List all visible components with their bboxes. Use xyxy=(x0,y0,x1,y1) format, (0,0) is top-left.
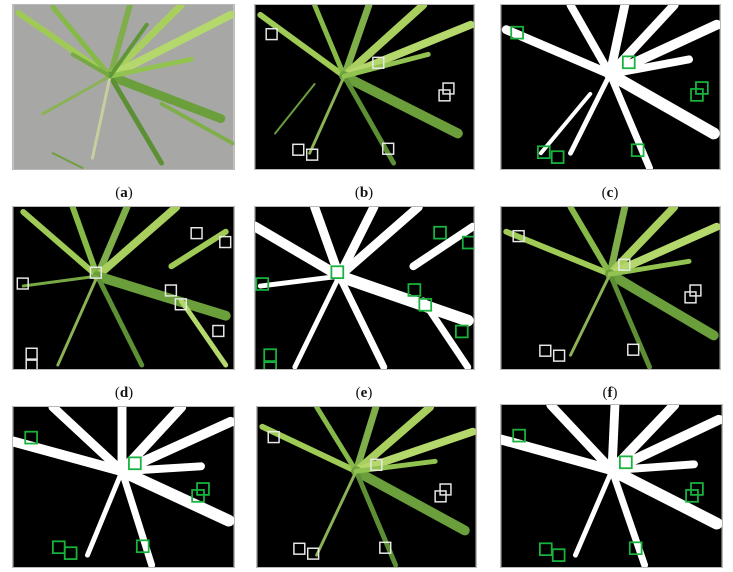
panel-i-binary-mask xyxy=(500,404,723,568)
binary-mask-image xyxy=(13,407,234,567)
panel-g-binary-mask xyxy=(12,406,235,568)
binary-mask-image xyxy=(255,207,474,369)
panel-b-segmented xyxy=(254,4,475,170)
panel-label-e: (e) xyxy=(355,385,373,401)
rice-seedling-photo xyxy=(13,5,234,169)
panel-e-binary-mask xyxy=(254,206,475,370)
segmented-seedling-image xyxy=(501,207,720,369)
panel-label-f: (f) xyxy=(602,385,618,401)
binary-mask-image xyxy=(501,405,722,567)
panel-label-a: (a) xyxy=(115,185,133,201)
panel-label-c: (c) xyxy=(601,185,619,201)
segmented-seedling-image xyxy=(257,407,476,567)
panel-label-b: (b) xyxy=(354,185,374,201)
panel-a-original-photo xyxy=(12,4,235,170)
binary-mask-image xyxy=(501,5,720,169)
panel-f-segmented xyxy=(500,206,721,370)
panel-h-segmented xyxy=(256,406,477,568)
segmented-seedling-image xyxy=(255,5,474,169)
panel-d-segmented xyxy=(12,206,235,370)
segmented-seedling-image xyxy=(13,207,234,369)
panel-c-binary-mask xyxy=(500,4,721,170)
panel-label-d: (d) xyxy=(114,385,134,401)
